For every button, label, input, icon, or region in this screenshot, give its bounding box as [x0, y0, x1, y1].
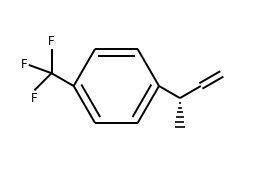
Text: F: F: [31, 92, 38, 105]
Text: F: F: [48, 35, 55, 48]
Text: F: F: [21, 58, 27, 71]
